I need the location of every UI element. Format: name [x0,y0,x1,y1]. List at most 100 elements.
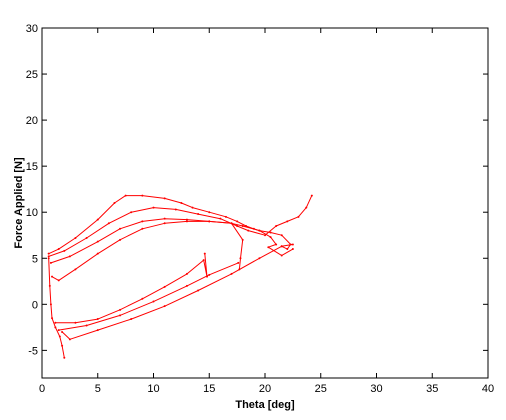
data-point [47,252,50,255]
data-point [57,329,60,332]
data-point [48,284,51,287]
data-point [68,255,71,258]
y-tick-label: 5 [32,253,38,265]
data-point [119,314,122,317]
data-series-line [58,262,239,331]
data-point [61,344,64,347]
x-tick-label: 35 [426,383,438,395]
data-point [185,220,188,223]
data-point [47,255,50,258]
data-point [124,194,127,197]
data-point [54,326,57,329]
data-point [119,238,122,241]
data-point [130,318,133,321]
data-point [96,240,99,243]
data-point [230,272,233,275]
data-point [61,330,64,333]
data-point [130,211,133,214]
data-point [185,284,188,287]
data-point [85,324,88,327]
data-point [258,229,261,232]
data-point [269,231,272,234]
plot-frame [41,27,489,379]
data-point [74,321,77,324]
data-point [236,225,239,228]
data-point [74,268,77,271]
data-point [163,197,166,200]
data-series-line [50,218,294,264]
data-point [51,275,54,278]
data-point [152,300,155,303]
x-tick-label: 30 [370,383,382,395]
data-series-line [48,258,65,358]
data-point [267,246,270,249]
data-point [163,217,166,220]
data-point [113,202,116,204]
data-point [291,248,294,251]
data-point [280,245,283,248]
data-point [63,356,66,359]
x-tick-label: 10 [147,383,159,395]
data-point [57,279,60,282]
data-point [163,222,166,225]
data-point [269,236,272,239]
data-point [258,257,261,260]
data-point [180,202,183,204]
y-tick-label: 30 [26,23,38,35]
data-point [305,206,308,209]
data-point [241,238,244,241]
data-point [57,248,60,251]
data-point [291,243,294,246]
data-point [96,329,99,332]
data-point [208,220,211,223]
y-tick-label: 0 [32,299,38,311]
data-point [191,206,194,209]
data-point [74,237,77,239]
data-point [297,215,300,218]
data-point [208,273,211,276]
data-point [203,252,206,255]
y-tick-label: 10 [26,207,38,219]
y-tick-label: 20 [26,115,38,127]
data-point [47,257,50,260]
data-point [280,254,283,257]
x-tick-label: 25 [315,383,327,395]
data-point [247,229,250,232]
data-point [96,218,99,221]
data-series-line [48,195,293,255]
x-tick-label: 5 [95,383,101,395]
data-point [174,208,177,211]
data-point [152,206,155,209]
data-point [96,318,99,321]
data-point [289,243,292,246]
y-tick-label: 25 [26,69,38,81]
data-point [224,215,227,218]
data-point [141,194,144,197]
data-point [96,252,99,255]
data-point [49,303,52,306]
data-point [163,285,166,288]
data-point [241,225,244,228]
y-tick-label: -5 [28,345,38,357]
data-point [197,289,200,292]
x-tick-label: 40 [482,383,494,395]
data-point [185,218,188,221]
data-point [280,234,283,237]
tick-layer: 0 5 10 15 20 25 30 35 40 -5 0 5 10 15 20 25 30 [26,23,494,395]
x-tick-label: 15 [203,383,215,395]
data-point [119,227,122,230]
data-point [85,237,88,239]
data-point [286,220,289,223]
data-point [208,211,211,214]
data-point [119,308,122,311]
x-axis-label: Theta [deg] [235,399,295,411]
data-point [197,213,200,216]
data-point [310,194,313,197]
data-point [275,225,278,228]
data-point [230,222,233,225]
y-tick-label: 15 [26,161,38,173]
data-point [239,257,242,260]
data-point [286,248,289,251]
data-point [68,338,71,341]
